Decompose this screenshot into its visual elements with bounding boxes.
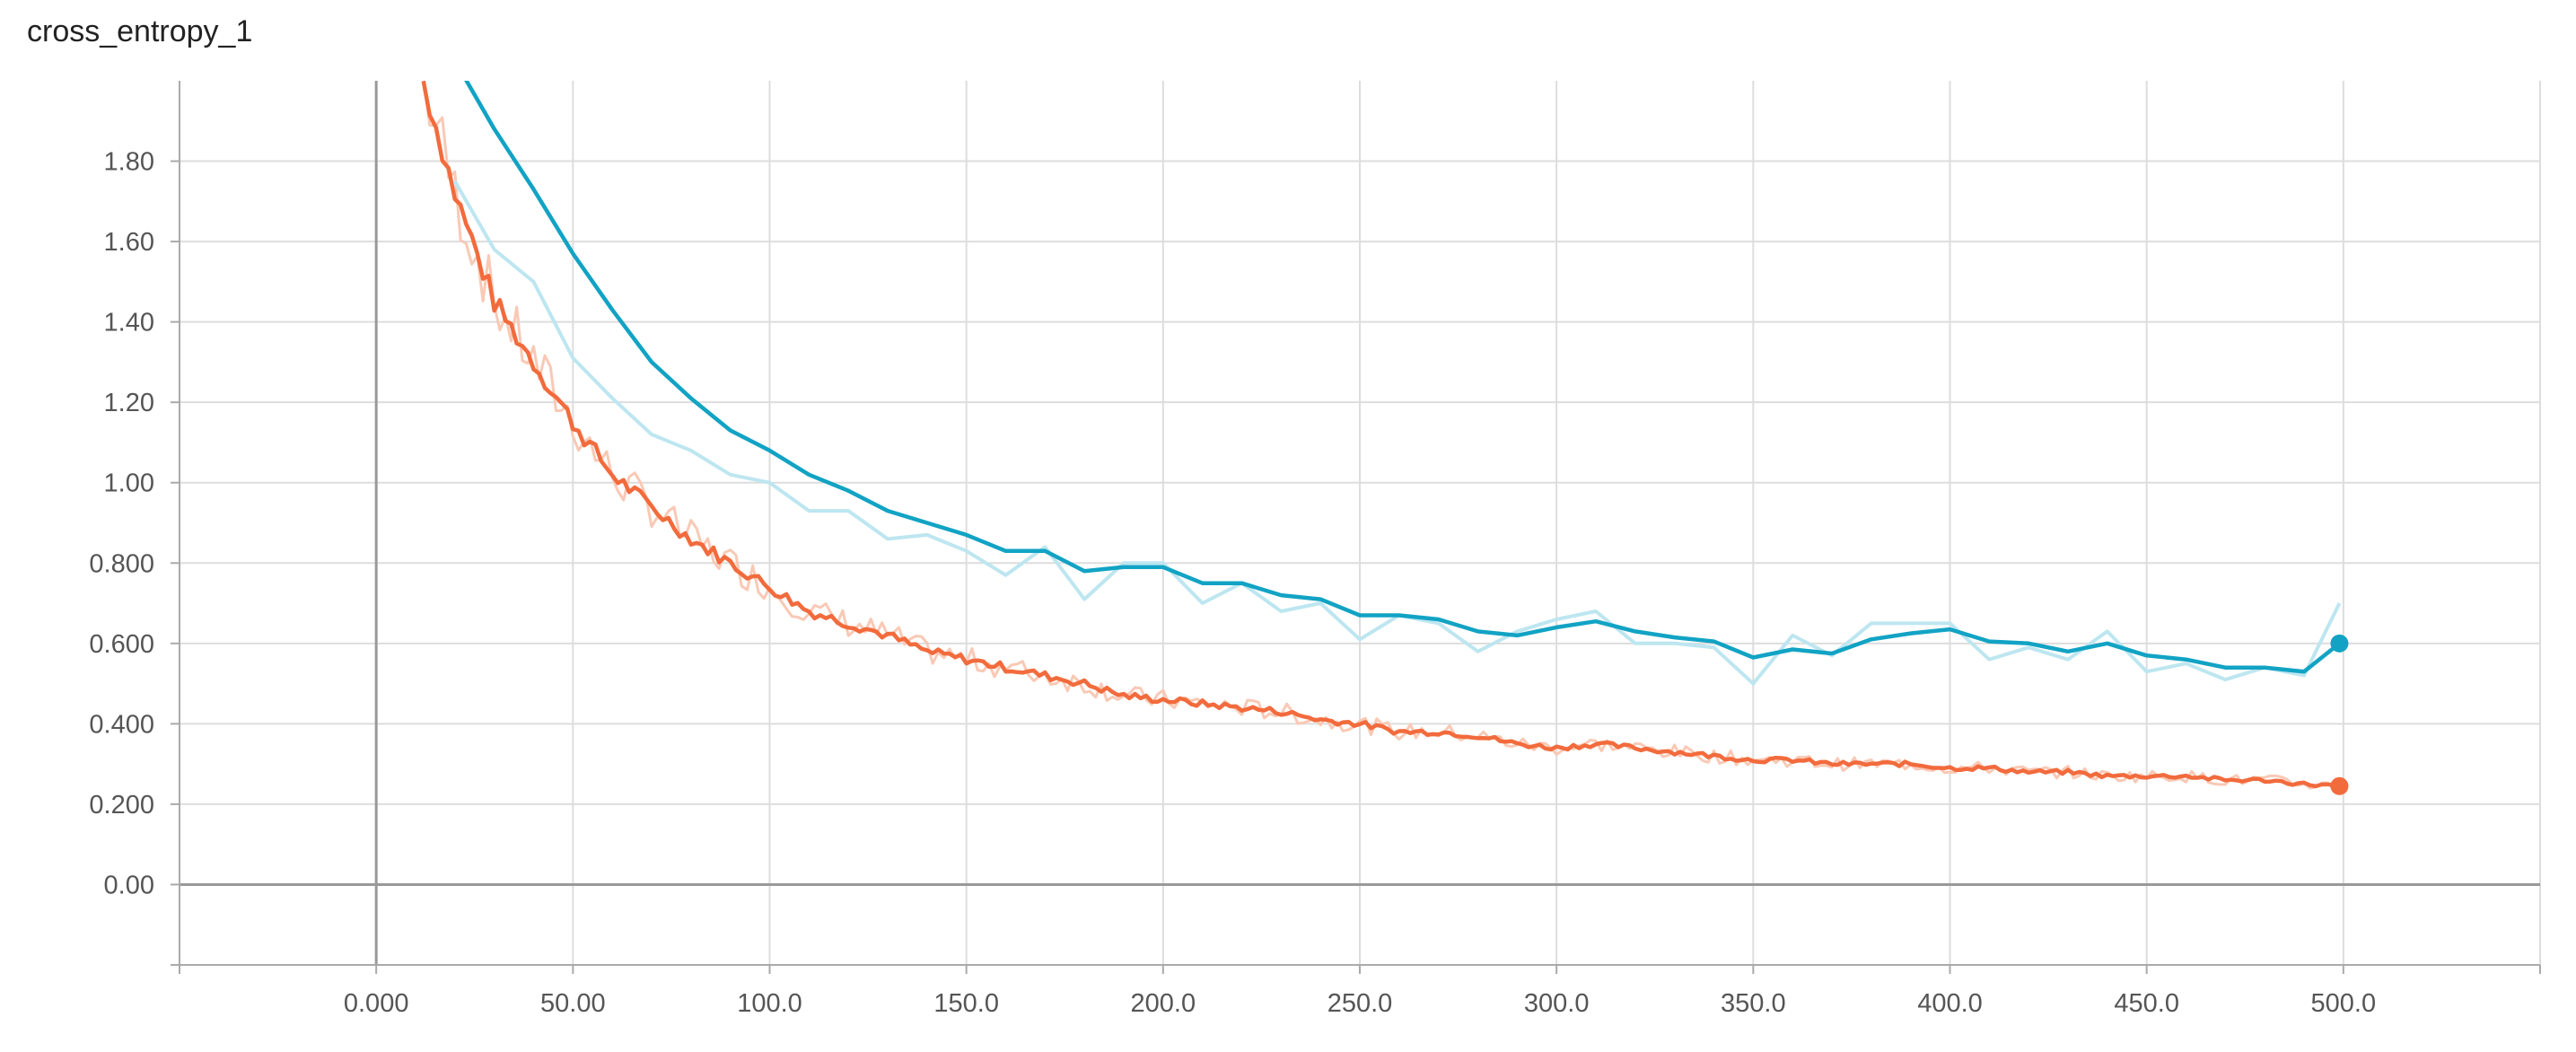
series-clip-group bbox=[421, 81, 2342, 792]
y-tick-label: 0.00 bbox=[104, 871, 154, 899]
y-tick-label: 0.400 bbox=[89, 710, 154, 739]
y-tick-label: 1.80 bbox=[104, 148, 154, 177]
tick-labels: 0.000 50.00 100.0 150.0 200.0 250.0 300.0 350.0… bbox=[89, 148, 2376, 1018]
x-tick-label: 250.0 bbox=[1327, 989, 1393, 1018]
x-tick-label: 350.0 bbox=[1721, 989, 1786, 1018]
y-tick-label: 0.200 bbox=[89, 791, 154, 820]
x-tick-label: 50.00 bbox=[540, 989, 606, 1018]
series-blue-end-point bbox=[2330, 634, 2349, 653]
x-tick-label: 150.0 bbox=[933, 989, 999, 1018]
y-tick-label: 0.600 bbox=[89, 630, 154, 659]
x-tick-label: 450.0 bbox=[2114, 989, 2179, 1018]
y-tick-label: 1.60 bbox=[104, 228, 154, 257]
x-tick-label: 0.000 bbox=[344, 989, 409, 1018]
x-tick-label: 200.0 bbox=[1131, 989, 1196, 1018]
x-tick-label: 100.0 bbox=[737, 989, 802, 1018]
y-tick-label: 1.40 bbox=[104, 309, 154, 338]
axes bbox=[171, 81, 2541, 974]
series-orange-end-point bbox=[2330, 776, 2349, 795]
chart-title: cross_entropy_1 bbox=[27, 14, 253, 48]
grid bbox=[179, 81, 2541, 966]
y-tick-label: 1.20 bbox=[104, 389, 154, 417]
y-tick-label: 0.800 bbox=[89, 549, 154, 578]
x-tick-label: 500.0 bbox=[2311, 989, 2377, 1018]
series-orange-raw-line bbox=[423, 81, 2341, 792]
series-orange-line bbox=[421, 81, 2340, 789]
x-tick-label: 300.0 bbox=[1524, 989, 1590, 1018]
series-layer bbox=[421, 81, 2349, 795]
series-blue-line bbox=[464, 81, 2341, 674]
y-tick-label: 1.00 bbox=[104, 469, 154, 498]
x-tick-label: 400.0 bbox=[1917, 989, 1983, 1018]
